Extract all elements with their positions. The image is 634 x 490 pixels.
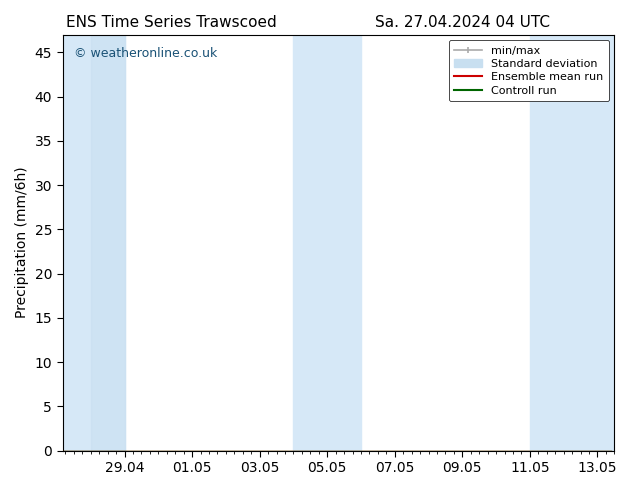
Y-axis label: Precipitation (mm/6h): Precipitation (mm/6h) — [15, 167, 29, 318]
Text: Sa. 27.04.2024 04 UTC: Sa. 27.04.2024 04 UTC — [375, 15, 550, 30]
Text: ENS Time Series Trawscoed: ENS Time Series Trawscoed — [66, 15, 276, 30]
Bar — [327, 35, 361, 451]
Legend: min/max, Standard deviation, Ensemble mean run, Controll run: min/max, Standard deviation, Ensemble me… — [449, 40, 609, 101]
Bar — [294, 35, 327, 451]
Text: © weatheronline.co.uk: © weatheronline.co.uk — [74, 47, 217, 60]
Bar — [530, 35, 564, 451]
Bar — [564, 35, 614, 451]
Bar — [63, 35, 124, 451]
Bar — [91, 35, 124, 451]
